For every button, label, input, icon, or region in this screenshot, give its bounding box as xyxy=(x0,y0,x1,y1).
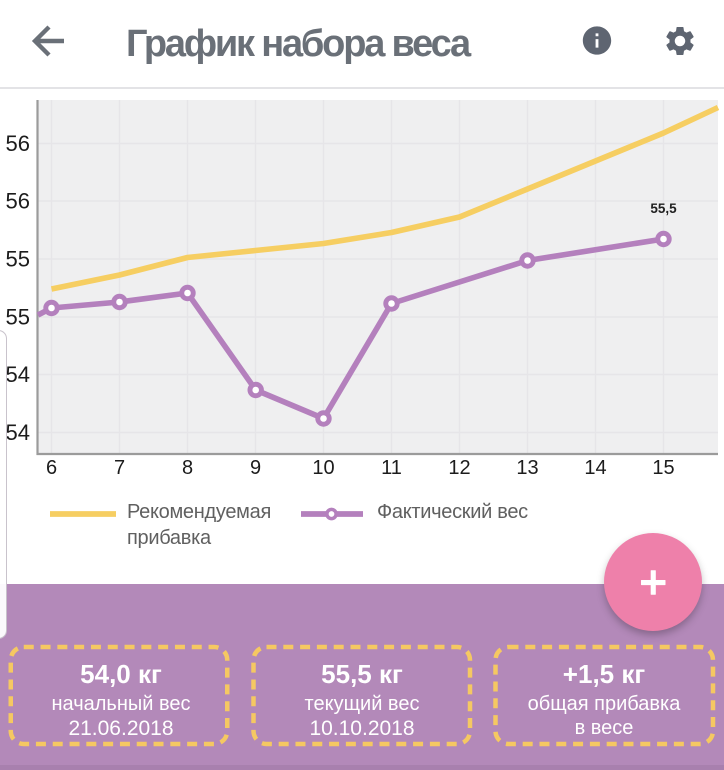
svg-text:12: 12 xyxy=(448,457,470,479)
svg-text:13: 13 xyxy=(516,457,538,479)
svg-text:прибавка: прибавка xyxy=(127,527,212,549)
svg-text:10: 10 xyxy=(312,457,334,479)
svg-text:9: 9 xyxy=(250,457,261,479)
svg-text:56: 56 xyxy=(6,189,30,214)
svg-text:15: 15 xyxy=(652,457,674,479)
svg-text:55,5: 55,5 xyxy=(650,201,677,216)
svg-text:7: 7 xyxy=(114,457,125,479)
svg-text:54: 54 xyxy=(6,362,30,387)
svg-text:14: 14 xyxy=(584,457,606,479)
svg-text:56: 56 xyxy=(6,131,30,156)
svg-text:11: 11 xyxy=(381,457,402,479)
svg-text:55: 55 xyxy=(6,247,30,272)
svg-text:Фактический вес: Фактический вес xyxy=(377,501,528,523)
svg-text:55: 55 xyxy=(6,305,30,330)
svg-text:6: 6 xyxy=(46,457,57,479)
svg-text:8: 8 xyxy=(182,457,193,479)
svg-text:Рекомендуемая: Рекомендуемая xyxy=(127,501,271,523)
svg-text:54: 54 xyxy=(6,420,30,445)
